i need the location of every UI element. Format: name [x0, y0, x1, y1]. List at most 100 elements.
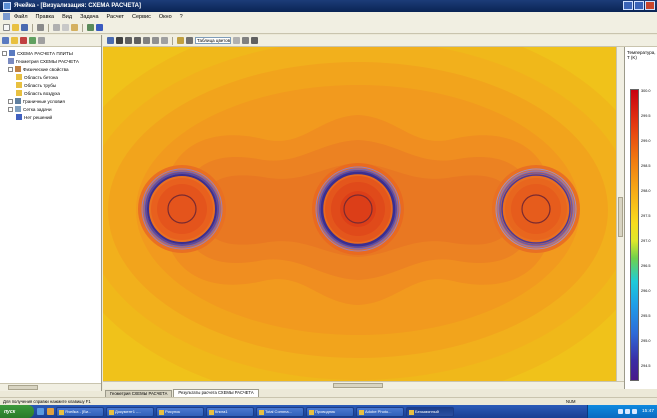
excel-icon: [209, 409, 214, 415]
volume-icon[interactable]: [624, 409, 630, 414]
menu-task[interactable]: Задача: [80, 14, 99, 20]
taskbar-button-label: Книга1: [215, 408, 228, 414]
document-icon[interactable]: [3, 13, 10, 20]
folder-icon: [309, 409, 314, 415]
new-icon[interactable]: [3, 24, 10, 31]
tree-item[interactable]: Физические свойства: [2, 65, 99, 73]
export-icon[interactable]: [251, 37, 258, 44]
network-icon[interactable]: [631, 409, 637, 414]
tree-item[interactable]: Область трубы: [2, 81, 99, 89]
dropdown-icon[interactable]: [233, 37, 240, 44]
grid-icon[interactable]: [161, 37, 168, 44]
legend-tick: 296.5: [641, 264, 651, 268]
pipe-right[interactable]: [492, 165, 580, 253]
help-icon[interactable]: [96, 24, 103, 31]
view-vertical-scrollbar[interactable]: [616, 47, 624, 381]
app-icon[interactable]: [3, 2, 11, 10]
paste-icon[interactable]: [71, 24, 78, 31]
taskbar-button[interactable]: Ячейка - [Ви...: [56, 406, 104, 417]
view-horizontal-scrollbar[interactable]: [103, 381, 624, 389]
color-map-icon[interactable]: [177, 37, 184, 44]
properties-icon: [15, 66, 21, 72]
system-tray: 15:47: [587, 405, 657, 418]
taskbar-button[interactable]: Книга1: [206, 406, 254, 417]
fit-icon[interactable]: [152, 37, 159, 44]
properties-icon[interactable]: [38, 37, 45, 44]
expand-icon[interactable]: [8, 106, 13, 112]
taskbar-button[interactable]: Total Comma...: [256, 406, 304, 417]
tree-item[interactable]: Область бетона: [2, 73, 99, 81]
legend-tick: 294.5: [641, 364, 651, 368]
temperature-field-view[interactable]: [103, 47, 616, 381]
delete-icon[interactable]: [20, 37, 27, 44]
tree-item[interactable]: Сетка задачи: [2, 105, 99, 113]
taskbar-button[interactable]: Документ1 -...: [106, 406, 154, 417]
scrollbar-thumb[interactable]: [8, 385, 38, 390]
app-icon: [409, 409, 414, 415]
ie-icon[interactable]: [37, 408, 44, 415]
expand-icon[interactable]: [2, 50, 7, 56]
zoom-in-icon[interactable]: [125, 37, 132, 44]
legend-tick: 295.5: [641, 314, 651, 318]
pipe-left[interactable]: [138, 165, 226, 253]
color-table-select[interactable]: Таблица цветов ХТ: [195, 37, 231, 44]
chart-icon[interactable]: [242, 37, 249, 44]
pipe-center[interactable]: [312, 163, 404, 255]
tree-item[interactable]: Область воздуха: [2, 89, 99, 97]
explorer-icon[interactable]: [47, 408, 54, 415]
tree-horizontal-scrollbar[interactable]: [0, 383, 101, 391]
tree-item[interactable]: Геометрия СХЕМЫ РАСЧЕТА: [2, 57, 99, 65]
scrollbar-thumb[interactable]: [333, 383, 383, 388]
taskbar-button[interactable]: Рисунок: [156, 406, 204, 417]
start-button[interactable]: пуск: [0, 405, 34, 418]
folder-icon[interactable]: [11, 37, 18, 44]
menu-calc[interactable]: Расчет: [106, 14, 125, 20]
undo-icon[interactable]: [87, 24, 94, 31]
tree-item[interactable]: Граничные условия: [2, 97, 99, 105]
menu-view[interactable]: Вид: [62, 14, 73, 20]
pan-icon[interactable]: [143, 37, 150, 44]
add-icon[interactable]: [29, 37, 36, 44]
isoline: [145, 172, 219, 246]
save-icon[interactable]: [21, 24, 28, 31]
pointer-icon[interactable]: [116, 37, 123, 44]
tab-results[interactable]: Результаты расчета СХЕМЫ РАСЧЕТА: [173, 389, 259, 397]
language-icon[interactable]: [617, 409, 623, 414]
tree-item-label: Физические свойства: [23, 66, 69, 72]
cut-icon[interactable]: [53, 24, 60, 31]
minimize-button[interactable]: [623, 1, 633, 10]
menu-file[interactable]: Файл: [14, 14, 28, 20]
copy-icon[interactable]: [62, 24, 69, 31]
title-bar: Ячейка - [Визуализация: СХЕМА РАСЧЕТА]: [0, 0, 657, 12]
tree-item[interactable]: Нет решений: [2, 113, 99, 121]
tree-item[interactable]: СХЕМА РАСЧЕТА ПЛИТЫ: [2, 49, 99, 57]
status-text: Для получения справки нажмите клавишу F1: [3, 399, 91, 404]
temperature-field-plot[interactable]: [103, 47, 616, 381]
menu-help[interactable]: ?: [179, 14, 183, 20]
taskbar-button-label: Документ1 -...: [115, 408, 141, 414]
menu-edit[interactable]: Правка: [35, 14, 55, 20]
taskbar-button[interactable]: Проводник: [306, 406, 354, 417]
isoline-icon[interactable]: [186, 37, 193, 44]
menu-service[interactable]: Сервис: [132, 14, 151, 20]
project-tree-panel: СХЕМА РАСЧЕТА ПЛИТЫ Геометрия СХЕМЫ РАСЧ…: [0, 35, 102, 391]
open-icon[interactable]: [12, 24, 19, 31]
tree-view-icon[interactable]: [2, 37, 9, 44]
status-indicator: NUM: [566, 399, 576, 404]
taskbar-button[interactable]: Adobe Photo...: [356, 406, 404, 417]
project-tree: СХЕМА РАСЧЕТА ПЛИТЫ Геометрия СХЕМЫ РАСЧ…: [0, 47, 101, 123]
folder-icon: [16, 74, 22, 80]
zoom-out-icon[interactable]: [134, 37, 141, 44]
maximize-button[interactable]: [634, 1, 644, 10]
menu-window[interactable]: Окно: [158, 14, 172, 20]
taskbar-button[interactable]: Безымянный: [406, 406, 454, 417]
scrollbar-thumb[interactable]: [618, 197, 623, 237]
clock[interactable]: 15:47: [641, 409, 654, 414]
expand-icon[interactable]: [8, 98, 13, 104]
toolbar-separator: [172, 36, 173, 45]
print-icon[interactable]: [37, 24, 44, 31]
expand-icon[interactable]: [8, 66, 13, 72]
tab-geometry[interactable]: Геометрия СХЕМЫ РАСЧЕТА: [105, 390, 173, 397]
close-button[interactable]: [645, 1, 655, 10]
window-icon[interactable]: [107, 37, 114, 44]
